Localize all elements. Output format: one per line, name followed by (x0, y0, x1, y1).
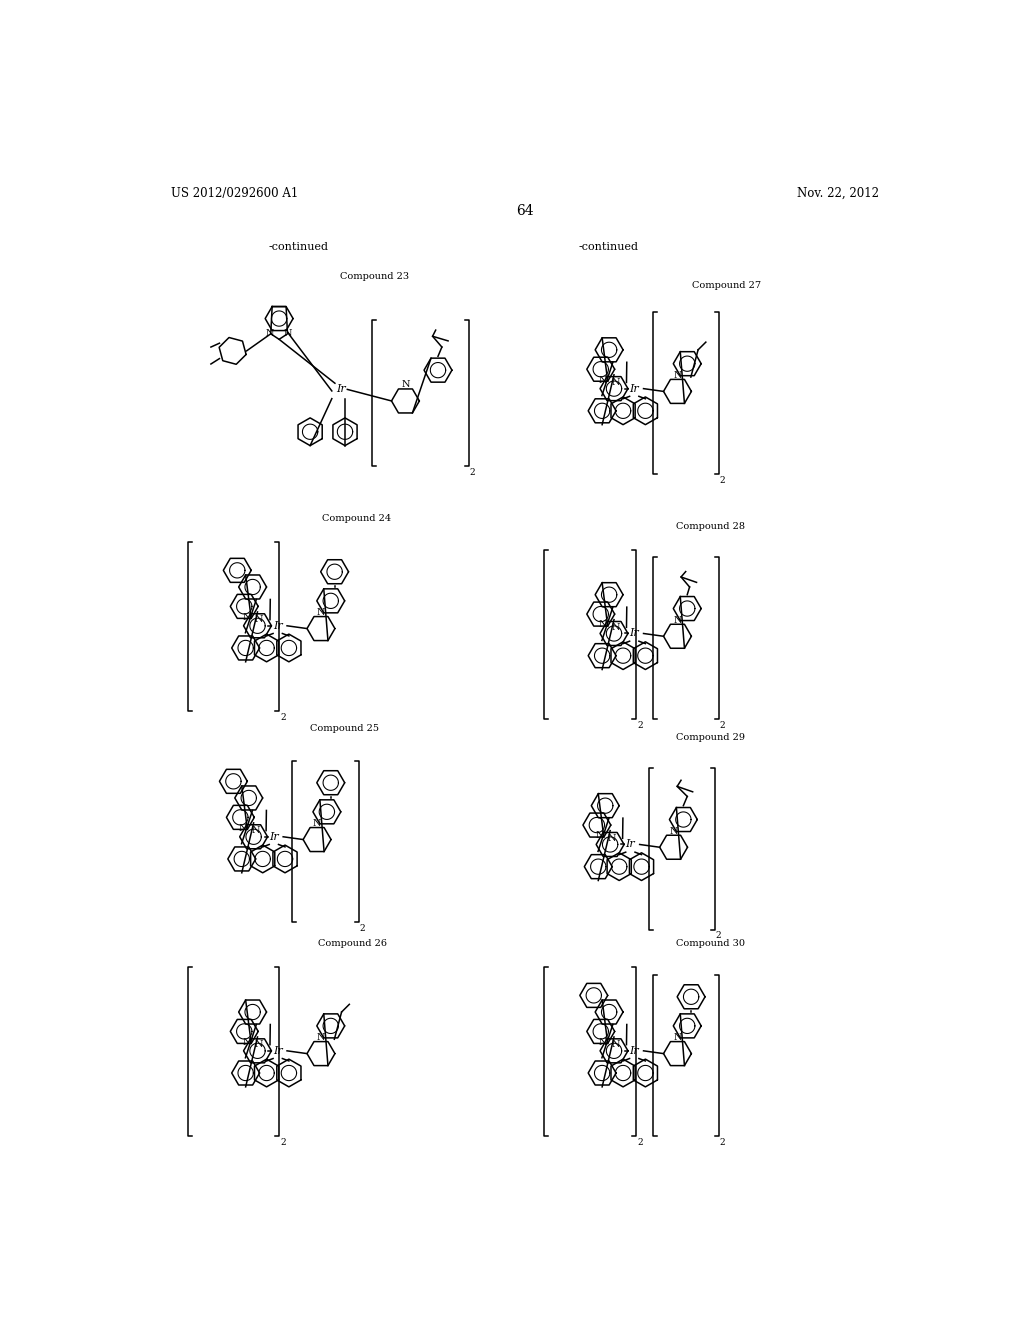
Text: Ir: Ir (626, 840, 635, 850)
Text: N: N (243, 1038, 251, 1047)
Text: 64: 64 (516, 203, 534, 218)
Text: Compound 29: Compound 29 (676, 733, 745, 742)
Text: N: N (266, 329, 274, 338)
Text: -continued: -continued (579, 242, 639, 252)
Text: N: N (401, 380, 410, 389)
Text: Ir: Ir (630, 628, 639, 639)
Text: N: N (255, 1040, 263, 1049)
Text: Compound 30: Compound 30 (676, 940, 745, 948)
Text: -continued: -continued (268, 242, 329, 252)
Text: Compound 24: Compound 24 (323, 515, 391, 523)
Text: N: N (611, 378, 621, 387)
Text: Compound 28: Compound 28 (676, 521, 745, 531)
Text: N: N (611, 1040, 621, 1049)
Text: N: N (599, 1038, 607, 1047)
Text: Ir: Ir (272, 1045, 283, 1056)
Text: Nov. 22, 2012: Nov. 22, 2012 (797, 186, 879, 199)
Text: Ir: Ir (336, 384, 346, 395)
Text: 2: 2 (716, 932, 722, 940)
Text: Ir: Ir (272, 620, 283, 631)
Text: Compound 23: Compound 23 (340, 272, 409, 281)
Text: N: N (599, 620, 607, 630)
Text: N: N (316, 609, 326, 616)
Text: N: N (607, 834, 616, 842)
Text: 2: 2 (720, 475, 725, 484)
Text: N: N (673, 1034, 682, 1041)
Text: 2: 2 (281, 1138, 287, 1147)
Text: Ir: Ir (630, 1045, 639, 1056)
Text: Compound 25: Compound 25 (310, 723, 380, 733)
Text: N: N (313, 818, 322, 828)
Text: US 2012/0292600 A1: US 2012/0292600 A1 (171, 186, 298, 199)
Text: 2: 2 (637, 1138, 643, 1147)
Text: N: N (599, 375, 607, 384)
Text: 2: 2 (359, 924, 365, 933)
Text: N: N (670, 826, 678, 836)
Text: N: N (284, 329, 293, 338)
Text: N: N (243, 612, 251, 622)
Text: 2: 2 (281, 713, 287, 722)
Text: 2: 2 (470, 469, 475, 477)
Text: N: N (251, 826, 260, 836)
Text: 2: 2 (720, 721, 725, 730)
Text: N: N (673, 615, 682, 624)
Text: N: N (673, 371, 682, 380)
Text: N: N (239, 824, 247, 833)
Text: N: N (255, 615, 263, 624)
Text: Compound 26: Compound 26 (318, 940, 387, 948)
Text: N: N (595, 832, 603, 841)
Text: Ir: Ir (269, 832, 279, 842)
Text: N: N (316, 1034, 326, 1041)
Text: Ir: Ir (630, 384, 639, 393)
Text: 2: 2 (720, 1138, 725, 1147)
Text: Compound 27: Compound 27 (692, 281, 761, 290)
Text: N: N (611, 623, 621, 632)
Text: 2: 2 (637, 721, 643, 730)
